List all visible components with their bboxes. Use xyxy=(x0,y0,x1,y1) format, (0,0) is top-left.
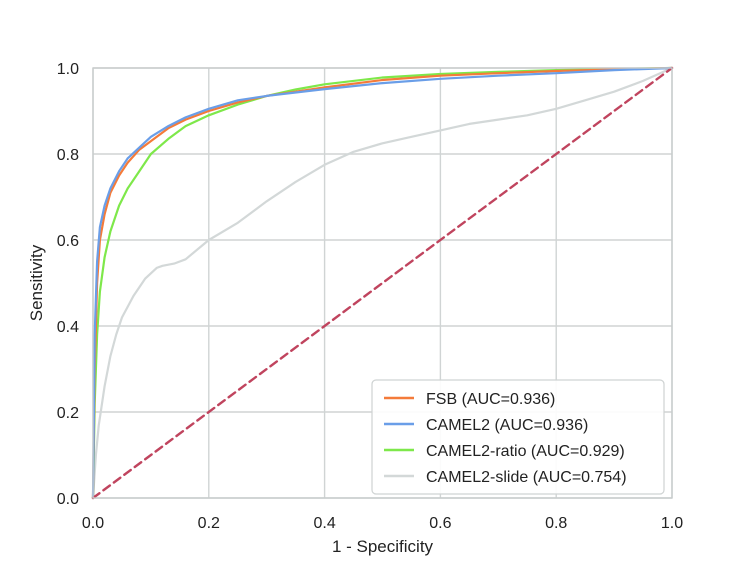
tick-labels: 0.0 0.2 0.4 0.6 0.8 1.0 0.0 0.2 0.4 0.6 0.8 1.0 xyxy=(57,61,683,532)
legend-label: CAMEL2 (AUC=0.936) xyxy=(426,417,588,434)
y-tick-label: 0.8 xyxy=(57,147,79,164)
legend-box xyxy=(371,379,665,495)
plot-frame xyxy=(92,67,673,499)
x-tick-label: 0.4 xyxy=(313,515,335,532)
legend: FSB (AUC=0.936) CAMEL2 (AUC=0.936) CAMEL2-… xyxy=(371,379,665,495)
x-tick-label: 0.8 xyxy=(545,515,567,532)
series-line xyxy=(91,66,674,500)
y-tick-label: 0.6 xyxy=(57,233,79,250)
series-layer xyxy=(91,66,674,500)
y-tick-label: 1.0 xyxy=(57,61,79,78)
legend-label: CAMEL2-ratio (AUC=0.929) xyxy=(426,443,625,460)
y-tick-label: 0.2 xyxy=(57,405,79,422)
y-tick-label: 0.4 xyxy=(57,319,79,336)
y-tick-label: 0.0 xyxy=(57,491,79,508)
x-tick-label: 0.6 xyxy=(429,515,451,532)
legend-label: FSB (AUC=0.936) xyxy=(426,391,555,408)
y-axis-label: Sensitivity xyxy=(27,244,46,321)
x-tick-label: 0.0 xyxy=(82,515,104,532)
x-tick-label: 0.2 xyxy=(198,515,220,532)
x-tick-label: 1.0 xyxy=(661,515,683,532)
series-line xyxy=(91,66,674,500)
diagonal-reference-line xyxy=(91,66,674,500)
series-line xyxy=(91,66,674,500)
legend-label: CAMEL2-slide (AUC=0.754) xyxy=(426,469,627,486)
x-axis-label: 1 - Specificity xyxy=(332,537,434,556)
series-line xyxy=(91,66,674,500)
